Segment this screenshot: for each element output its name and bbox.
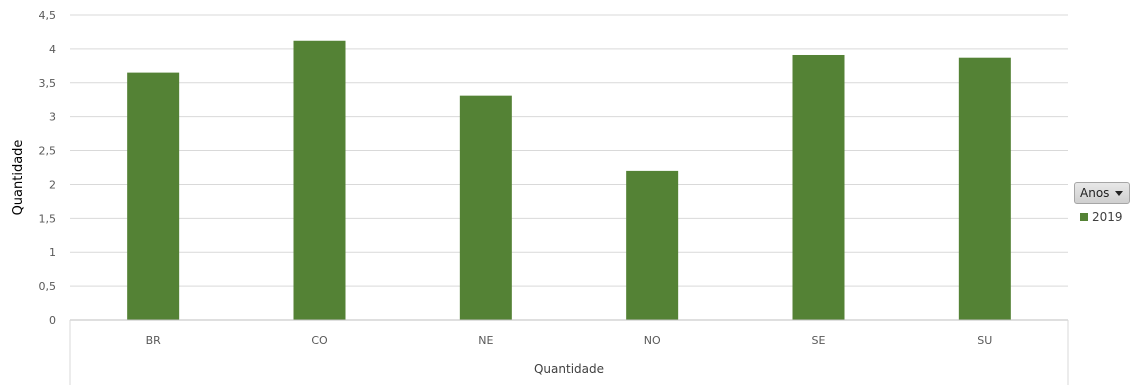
chevron-down-icon bbox=[1115, 190, 1124, 196]
x-axis-title: Quantidade bbox=[534, 362, 604, 376]
bar-co bbox=[293, 40, 346, 320]
y-tick-label: 0 bbox=[49, 314, 56, 327]
bar-su bbox=[958, 57, 1011, 320]
y-axis-title: Quantidade bbox=[11, 140, 26, 216]
x-tick-label: SU bbox=[977, 334, 992, 347]
y-tick-label: 1,5 bbox=[39, 212, 57, 225]
y-tick-label: 2,5 bbox=[39, 145, 57, 158]
legend-swatch bbox=[1080, 213, 1088, 221]
x-tick-label: CO bbox=[311, 334, 328, 347]
bar-no bbox=[626, 170, 679, 320]
x-tick-label: BR bbox=[146, 334, 162, 347]
legend-entry-2019: 2019 bbox=[1080, 210, 1130, 224]
y-tick-label: 3 bbox=[49, 111, 56, 124]
gridlines bbox=[70, 14, 1068, 287]
legend-entry-label: 2019 bbox=[1092, 210, 1123, 224]
anos-filter-button[interactable]: Anos bbox=[1074, 182, 1131, 204]
y-tick-label: 2 bbox=[49, 178, 56, 191]
y-tick-label: 3,5 bbox=[39, 77, 57, 90]
filter-button-label: Anos bbox=[1080, 186, 1110, 200]
x-tick-label: SE bbox=[812, 334, 826, 347]
bar-ne bbox=[459, 95, 512, 321]
legend: Anos 2019 bbox=[1074, 182, 1131, 224]
y-tick-label: 4 bbox=[49, 43, 56, 56]
bar-se bbox=[792, 54, 845, 320]
bars bbox=[127, 40, 1011, 321]
y-tick-label: 1 bbox=[49, 246, 56, 259]
y-tick-label: 0,5 bbox=[39, 280, 57, 293]
x-tick-label: NO bbox=[644, 334, 661, 347]
bar-br bbox=[127, 72, 180, 320]
y-tick-label: 4,5 bbox=[39, 9, 57, 22]
x-tick-label: NE bbox=[478, 334, 493, 347]
x-tick-labels: BR CO NE NO SE SU bbox=[146, 334, 993, 347]
y-tick-labels: 0 0,5 1 1,5 2 2,5 3 3,5 4 4,5 bbox=[39, 9, 57, 327]
